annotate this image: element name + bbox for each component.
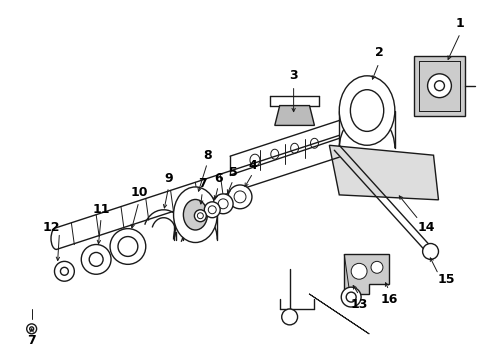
Text: 12: 12 bbox=[43, 221, 60, 234]
Text: 16: 16 bbox=[380, 293, 397, 306]
Circle shape bbox=[213, 194, 233, 214]
Circle shape bbox=[54, 261, 74, 281]
Text: 11: 11 bbox=[93, 203, 110, 216]
Text: 5: 5 bbox=[229, 166, 238, 179]
Polygon shape bbox=[414, 56, 466, 116]
Text: 14: 14 bbox=[418, 221, 435, 234]
Circle shape bbox=[118, 237, 138, 256]
Text: 1: 1 bbox=[456, 17, 465, 30]
Ellipse shape bbox=[173, 187, 217, 243]
Text: 8: 8 bbox=[203, 149, 212, 162]
Ellipse shape bbox=[350, 90, 384, 131]
Circle shape bbox=[282, 309, 297, 325]
Ellipse shape bbox=[339, 76, 395, 145]
Text: 6: 6 bbox=[214, 171, 222, 185]
Text: 2: 2 bbox=[374, 46, 383, 59]
Circle shape bbox=[81, 244, 111, 274]
Circle shape bbox=[341, 287, 361, 307]
Circle shape bbox=[197, 213, 203, 219]
Circle shape bbox=[60, 267, 69, 275]
Circle shape bbox=[371, 261, 383, 273]
Circle shape bbox=[428, 74, 451, 98]
Ellipse shape bbox=[183, 199, 207, 230]
Circle shape bbox=[208, 206, 216, 214]
Text: 3: 3 bbox=[289, 69, 298, 82]
Circle shape bbox=[346, 292, 356, 302]
Text: 15: 15 bbox=[438, 273, 455, 286]
Polygon shape bbox=[275, 105, 315, 125]
Circle shape bbox=[110, 229, 146, 264]
Text: 13: 13 bbox=[350, 297, 368, 311]
Circle shape bbox=[435, 81, 444, 91]
Circle shape bbox=[422, 243, 439, 260]
Circle shape bbox=[234, 191, 246, 203]
Circle shape bbox=[204, 202, 220, 218]
Circle shape bbox=[30, 327, 34, 331]
Circle shape bbox=[195, 210, 206, 222]
Text: 10: 10 bbox=[130, 186, 147, 199]
Text: 7: 7 bbox=[27, 334, 36, 347]
Text: 4: 4 bbox=[248, 159, 257, 172]
Text: 9: 9 bbox=[164, 171, 173, 185]
Circle shape bbox=[351, 264, 367, 279]
Polygon shape bbox=[329, 145, 439, 200]
Text: 7: 7 bbox=[198, 177, 207, 190]
Circle shape bbox=[218, 199, 228, 209]
Circle shape bbox=[26, 324, 37, 334]
Circle shape bbox=[89, 252, 103, 266]
Circle shape bbox=[228, 185, 252, 209]
Polygon shape bbox=[344, 255, 389, 294]
